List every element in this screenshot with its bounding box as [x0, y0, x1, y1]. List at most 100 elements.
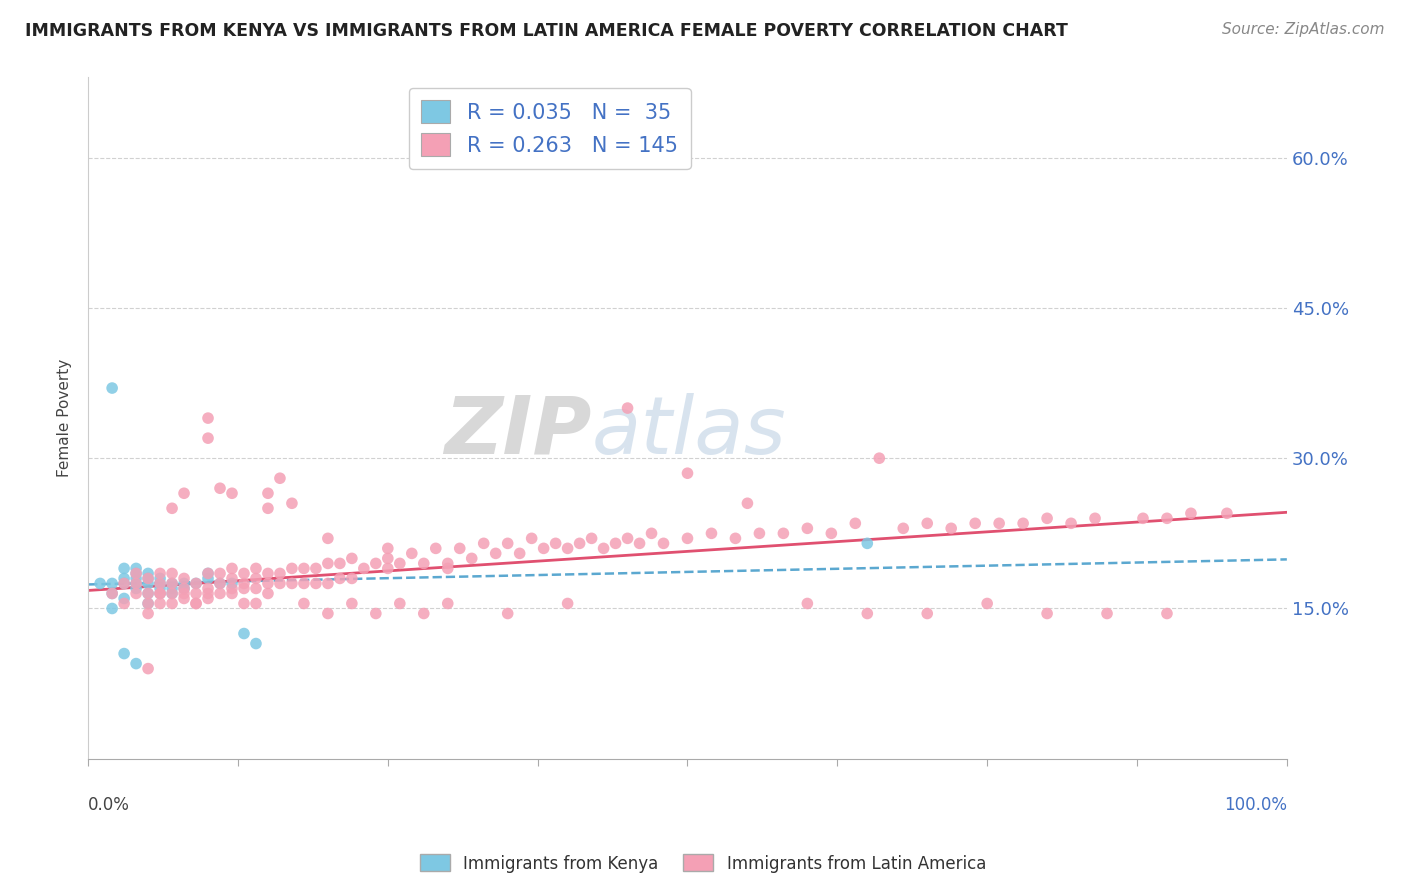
Text: Source: ZipAtlas.com: Source: ZipAtlas.com	[1222, 22, 1385, 37]
Point	[257, 576, 280, 591]
Point	[292, 561, 315, 575]
Point	[233, 626, 256, 640]
Point	[316, 607, 339, 621]
Point	[149, 582, 172, 596]
Point	[436, 561, 458, 575]
Point	[173, 582, 195, 596]
Point	[208, 481, 231, 495]
Point	[364, 607, 387, 621]
Point	[449, 541, 471, 556]
Point	[101, 601, 124, 615]
Point	[125, 586, 148, 600]
Point	[149, 597, 172, 611]
Point	[796, 521, 818, 535]
Point	[197, 582, 219, 596]
Text: ZIP: ZIP	[444, 392, 592, 471]
Point	[1036, 511, 1059, 525]
Point	[136, 571, 159, 585]
Point	[340, 597, 363, 611]
Point	[472, 536, 495, 550]
Point	[257, 566, 280, 581]
Point	[160, 597, 183, 611]
Point	[184, 586, 207, 600]
Point	[112, 576, 135, 591]
Point	[245, 571, 267, 585]
Point	[616, 532, 638, 546]
Point	[245, 597, 267, 611]
Point	[197, 566, 219, 581]
Point	[160, 582, 183, 596]
Point	[173, 591, 195, 606]
Point	[509, 546, 531, 560]
Point	[136, 566, 159, 581]
Point	[160, 576, 183, 591]
Point	[160, 566, 183, 581]
Point	[485, 546, 508, 560]
Point	[388, 557, 411, 571]
Point	[149, 586, 172, 600]
Point	[125, 576, 148, 591]
Point	[257, 586, 280, 600]
Point	[112, 561, 135, 575]
Text: 0.0%: 0.0%	[89, 797, 129, 814]
Point	[136, 662, 159, 676]
Point	[184, 597, 207, 611]
Point	[245, 582, 267, 596]
Point	[856, 536, 879, 550]
Point	[748, 526, 770, 541]
Y-axis label: Female Poverty: Female Poverty	[58, 359, 72, 477]
Point	[149, 571, 172, 585]
Point	[245, 636, 267, 650]
Point	[197, 566, 219, 581]
Point	[544, 536, 567, 550]
Point	[221, 586, 243, 600]
Point	[1156, 607, 1178, 621]
Text: IMMIGRANTS FROM KENYA VS IMMIGRANTS FROM LATIN AMERICA FEMALE POVERTY CORRELATIO: IMMIGRANTS FROM KENYA VS IMMIGRANTS FROM…	[25, 22, 1069, 40]
Point	[125, 582, 148, 596]
Legend: R = 0.035   N =  35, R = 0.263   N = 145: R = 0.035 N = 35, R = 0.263 N = 145	[409, 87, 690, 169]
Point	[233, 597, 256, 611]
Point	[173, 486, 195, 500]
Point	[173, 582, 195, 596]
Point	[257, 486, 280, 500]
Point	[221, 582, 243, 596]
Point	[208, 576, 231, 591]
Point	[496, 536, 519, 550]
Point	[557, 541, 579, 556]
Point	[221, 561, 243, 575]
Point	[941, 521, 963, 535]
Point	[329, 571, 352, 585]
Text: atlas: atlas	[592, 392, 786, 471]
Point	[533, 541, 555, 556]
Point	[101, 586, 124, 600]
Point	[676, 467, 699, 481]
Point	[988, 516, 1011, 531]
Point	[340, 571, 363, 585]
Point	[568, 536, 591, 550]
Point	[136, 586, 159, 600]
Point	[184, 597, 207, 611]
Point	[136, 586, 159, 600]
Point	[965, 516, 987, 531]
Point	[364, 557, 387, 571]
Point	[160, 501, 183, 516]
Point	[1132, 511, 1154, 525]
Point	[233, 576, 256, 591]
Point	[305, 576, 328, 591]
Point	[233, 566, 256, 581]
Point	[820, 526, 842, 541]
Point	[208, 576, 231, 591]
Point	[1180, 506, 1202, 520]
Point	[125, 657, 148, 671]
Point	[149, 586, 172, 600]
Point	[844, 516, 866, 531]
Point	[112, 591, 135, 606]
Point	[461, 551, 484, 566]
Point	[377, 551, 399, 566]
Point	[257, 501, 280, 516]
Point	[125, 576, 148, 591]
Point	[233, 582, 256, 596]
Point	[316, 532, 339, 546]
Point	[1012, 516, 1035, 531]
Point	[221, 486, 243, 500]
